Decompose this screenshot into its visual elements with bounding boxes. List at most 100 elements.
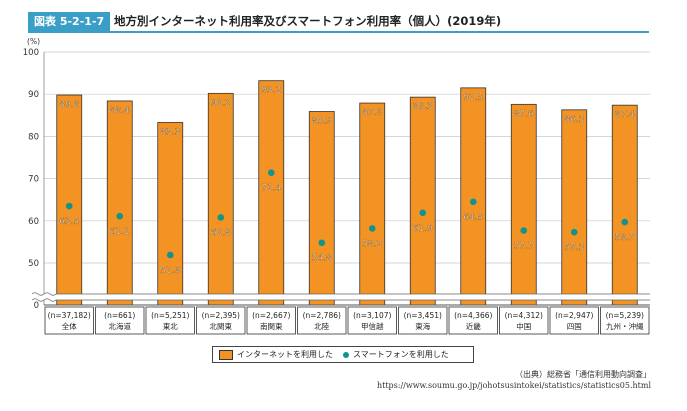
category-label: 九州・沖縄 bbox=[606, 321, 644, 331]
figure-label: 図表 5-2-1-7 bbox=[28, 12, 111, 31]
axis-break-band bbox=[32, 294, 652, 300]
point-value-label: 63.5 bbox=[59, 217, 79, 227]
bar-value-label: 90.2 bbox=[211, 98, 231, 108]
bar bbox=[561, 109, 588, 306]
smartphone-point bbox=[469, 198, 477, 206]
y-tick-label: 90 bbox=[28, 90, 39, 100]
point-value-label: 64.5 bbox=[463, 213, 483, 223]
category-cell bbox=[448, 306, 498, 335]
figure-title: 地方別インターネット利用率及びスマートフォン利用率（個人）(2019年) bbox=[114, 14, 502, 28]
sample-size-label: (n=4,366) bbox=[454, 311, 492, 320]
bar bbox=[611, 104, 638, 306]
category-cell bbox=[347, 306, 397, 335]
category-label: 東海 bbox=[415, 321, 430, 331]
bar bbox=[409, 96, 436, 306]
category-cell bbox=[600, 306, 650, 335]
category-label: 全体 bbox=[62, 321, 77, 331]
source-url: https://www.soumu.go.jp/johotsusintokei/… bbox=[376, 381, 651, 390]
smartphone-point bbox=[65, 202, 73, 210]
axis-break-line bbox=[31, 292, 650, 296]
smartphone-point bbox=[166, 251, 174, 259]
smartphone-point bbox=[621, 218, 629, 226]
y-axis-unit: (%) bbox=[27, 37, 40, 46]
bar bbox=[106, 100, 133, 306]
y-tick-label: 0 bbox=[34, 301, 39, 311]
point-value-label: 61.1 bbox=[110, 227, 130, 237]
point-value-label: 57.3 bbox=[564, 243, 584, 253]
category-label: 四国 bbox=[567, 322, 582, 331]
sample-size-label: (n=661) bbox=[104, 311, 135, 320]
axis-break-line bbox=[31, 298, 650, 302]
point-value-label: 57.7 bbox=[514, 242, 534, 252]
y-tick-label: 60 bbox=[28, 217, 39, 227]
sample-size-label: (n=5,239) bbox=[606, 311, 644, 320]
bar-value-label: 93.2 bbox=[261, 86, 281, 96]
legend-label-smartphone: スマートフォンを利用した bbox=[353, 350, 449, 359]
smartphone-point bbox=[520, 227, 528, 234]
bar-value-label: 89.8 bbox=[59, 100, 79, 110]
category-cell bbox=[297, 306, 347, 335]
bar-value-label: 89.3 bbox=[413, 102, 433, 112]
point-value-label: 60.8 bbox=[211, 228, 231, 238]
y-tick-label: 80 bbox=[28, 132, 39, 142]
point-value-label: 71.4 bbox=[261, 184, 281, 194]
bar-value-label: 87.9 bbox=[362, 108, 382, 118]
legend-item-internet: インターネットを利用した bbox=[219, 349, 333, 360]
sample-size-label: (n=4,312) bbox=[505, 311, 543, 320]
category-label: 北陸 bbox=[314, 321, 329, 331]
sample-size-label: (n=37,182) bbox=[48, 311, 91, 320]
y-tick-label: 70 bbox=[28, 175, 39, 185]
bar-value-label: 87.4 bbox=[615, 110, 635, 120]
figure-header: 図表 5-2-1-7 地方別インターネット利用率及びスマートフォン利用率（個人）… bbox=[28, 12, 649, 33]
chart-legend: インターネットを利用した スマートフォンを利用した bbox=[212, 346, 474, 363]
category-label: 南関東 bbox=[260, 321, 283, 331]
legend-dot-swatch bbox=[343, 351, 349, 358]
category-cell bbox=[398, 306, 448, 335]
point-value-label: 58.2 bbox=[362, 239, 382, 249]
smartphone-point bbox=[368, 225, 376, 232]
category-cell bbox=[499, 306, 549, 335]
sample-size-label: (n=3,107) bbox=[353, 311, 391, 320]
y-tick-label: 50 bbox=[28, 259, 39, 269]
bar bbox=[157, 122, 184, 306]
smartphone-point bbox=[267, 169, 275, 176]
bar-value-label: 85.9 bbox=[312, 117, 332, 127]
bar-value-label: 83.3 bbox=[160, 127, 180, 137]
category-label: 近畿 bbox=[466, 321, 481, 331]
bar bbox=[510, 103, 537, 306]
category-label: 北海道 bbox=[109, 321, 132, 331]
bar-chart: 0 50 60 70 80 90 100 (%) 89.8 63.5 (n=37,182)全体 88.… bbox=[23, 37, 652, 335]
smartphone-point bbox=[570, 228, 578, 236]
sample-size-label: (n=3,451) bbox=[404, 311, 442, 320]
legend-bar-swatch bbox=[219, 349, 233, 360]
bar-value-label: 88.4 bbox=[110, 106, 130, 116]
category-label: 甲信越 bbox=[361, 321, 384, 331]
bar bbox=[460, 87, 487, 306]
sample-size-label: (n=2,786) bbox=[303, 311, 341, 320]
smartphone-point bbox=[419, 209, 427, 217]
category-label: 中国 bbox=[516, 321, 531, 331]
smartphone-point bbox=[318, 239, 326, 247]
category-cell bbox=[95, 306, 145, 335]
smartphone-point bbox=[217, 214, 225, 221]
point-value-label: 61.9 bbox=[413, 224, 433, 234]
y-tick-label: 100 bbox=[23, 48, 39, 58]
bar bbox=[56, 94, 83, 306]
category-cell bbox=[44, 306, 94, 335]
bar bbox=[359, 102, 386, 306]
point-value-label: 59.7 bbox=[615, 233, 635, 243]
source-note: （出典）総務省「通信利用動向調査」 bbox=[515, 370, 651, 379]
bar bbox=[308, 111, 335, 306]
category-label: 北関東 bbox=[210, 321, 233, 331]
bar-value-label: 86.3 bbox=[564, 115, 584, 125]
category-label: 東北 bbox=[163, 321, 178, 331]
bar bbox=[207, 92, 234, 306]
sample-size-label: (n=2,395) bbox=[202, 311, 240, 320]
sample-size-label: (n=2,667) bbox=[252, 311, 290, 320]
sample-size-label: (n=2,947) bbox=[555, 311, 593, 320]
legend-label-internet: インターネットを利用した bbox=[237, 350, 333, 359]
category-cell bbox=[549, 306, 599, 335]
category-cell bbox=[196, 306, 246, 335]
category-cell bbox=[246, 306, 296, 335]
sample-size-label: (n=5,251) bbox=[151, 311, 189, 320]
